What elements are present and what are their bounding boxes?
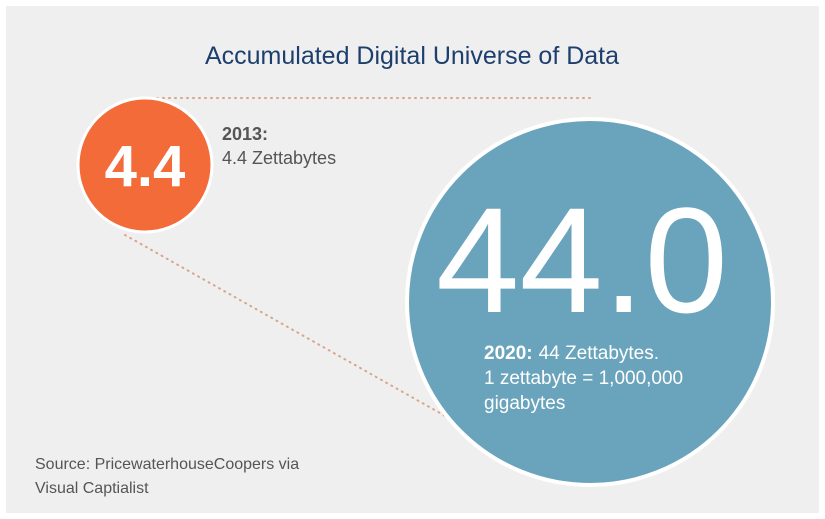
- description-2020-line-1: 2020: 44 Zettabytes.: [484, 343, 659, 364]
- connector-bottom: [124, 234, 471, 431]
- description-2020-line-2: 1 zettabyte = 1,000,000: [484, 368, 683, 389]
- circle-2013: [76, 96, 214, 234]
- description-2020: 44 Zettabytes.: [539, 343, 659, 364]
- year-2020: 2020:: [484, 343, 533, 364]
- description-2013: 4.4 Zettabytes: [222, 148, 336, 168]
- source-line-1: Source: PricewaterhouseCoopers via: [35, 456, 299, 473]
- source-line-2: Visual Captialist: [35, 480, 149, 497]
- description-2020-line-3: gigabytes: [484, 393, 565, 414]
- circle-2020: [405, 117, 775, 487]
- year-2013: 2013:: [222, 124, 268, 144]
- value-2013: 4.4: [105, 134, 186, 199]
- value-2020: 44.0: [436, 176, 728, 344]
- title: Accumulated Digital Universe of Data: [205, 42, 619, 70]
